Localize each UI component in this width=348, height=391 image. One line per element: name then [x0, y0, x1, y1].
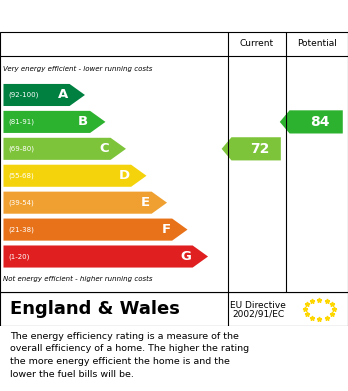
Polygon shape	[3, 219, 188, 240]
Text: A: A	[57, 88, 68, 102]
Text: 2002/91/EC: 2002/91/EC	[232, 310, 284, 319]
Polygon shape	[3, 111, 105, 133]
Text: (55-68): (55-68)	[9, 172, 34, 179]
Polygon shape	[3, 165, 147, 187]
Text: F: F	[161, 223, 171, 236]
Text: Very energy efficient - lower running costs: Very energy efficient - lower running co…	[3, 66, 153, 72]
Text: Energy Efficiency Rating: Energy Efficiency Rating	[69, 9, 279, 23]
Text: (69-80): (69-80)	[9, 145, 35, 152]
Text: G: G	[180, 250, 191, 263]
Text: The energy efficiency rating is a measure of the
overall efficiency of a home. T: The energy efficiency rating is a measur…	[10, 332, 250, 379]
Text: E: E	[141, 196, 150, 209]
Text: (39-54): (39-54)	[9, 199, 34, 206]
Text: (92-100): (92-100)	[9, 92, 39, 98]
Polygon shape	[280, 110, 343, 133]
Polygon shape	[3, 84, 85, 106]
Text: 84: 84	[310, 115, 330, 129]
Text: C: C	[99, 142, 109, 155]
Text: Potential: Potential	[297, 39, 337, 48]
Polygon shape	[3, 192, 167, 214]
Text: (21-38): (21-38)	[9, 226, 34, 233]
Text: England & Wales: England & Wales	[10, 300, 180, 318]
Polygon shape	[222, 137, 281, 160]
Text: D: D	[118, 169, 129, 182]
Polygon shape	[3, 246, 208, 267]
Text: 72: 72	[250, 142, 269, 156]
Polygon shape	[3, 138, 126, 160]
Text: (81-91): (81-91)	[9, 118, 35, 125]
Text: Not energy efficient - higher running costs: Not energy efficient - higher running co…	[3, 276, 153, 282]
Text: (1-20): (1-20)	[9, 253, 30, 260]
Text: Current: Current	[240, 39, 274, 48]
Text: EU Directive: EU Directive	[230, 301, 286, 310]
Text: B: B	[78, 115, 88, 128]
